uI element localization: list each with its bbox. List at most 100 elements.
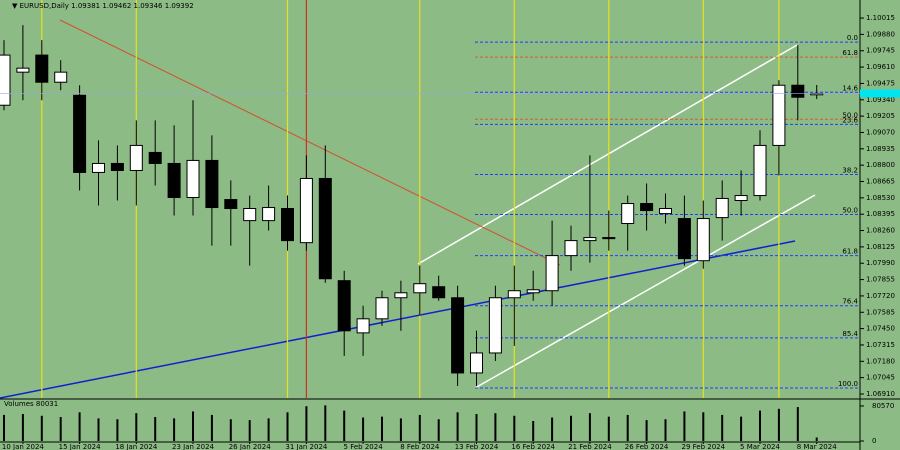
- drawing-tools: [0, 0, 816, 399]
- candle-body: [564, 240, 578, 257]
- candle-body: [224, 199, 238, 210]
- y-tick-label: 1.09880: [866, 30, 895, 38]
- x-tick-label: 21 Feb 2024: [568, 443, 612, 450]
- candle-body: [186, 159, 200, 198]
- price-tag: [860, 89, 900, 98]
- level-label: 23.6: [842, 116, 858, 124]
- candle-body: [488, 297, 502, 354]
- y-tick-label: 1.08125: [866, 243, 895, 251]
- trend-line: [0, 240, 796, 399]
- candle-body: [451, 297, 465, 374]
- candle-body: [696, 218, 710, 262]
- level-label: 61.8: [842, 49, 858, 57]
- y-tick-label: 1.09475: [866, 79, 895, 87]
- candle-body: [470, 352, 483, 374]
- candle-body: [262, 207, 276, 222]
- symbol: EURUSD,Daily: [20, 2, 69, 10]
- volume-title: Volumes 80031: [4, 400, 58, 408]
- candle-body: [16, 67, 30, 73]
- x-tick-label: 18 Jan 2024: [115, 443, 158, 450]
- last-low: 1.09346: [134, 2, 163, 10]
- y-tick-label: 1.06910: [866, 390, 895, 398]
- x-tick-label: 31 Jan 2024: [285, 443, 328, 450]
- candle-body: [734, 195, 748, 202]
- candle-body: [621, 203, 635, 225]
- candle-body: [583, 237, 597, 242]
- y-tick-label: 1.07855: [866, 276, 895, 284]
- candle-body: [110, 162, 124, 171]
- x-tick-label: 23 Jan 2024: [172, 443, 215, 450]
- candle-body: [0, 54, 11, 106]
- candle-body: [526, 289, 540, 294]
- channel-line: [474, 194, 816, 389]
- y-tick-label: 1.07180: [866, 357, 895, 365]
- level-label: 61.8: [842, 248, 858, 256]
- candle-body: [394, 292, 408, 299]
- level-label: 0.0: [847, 34, 858, 42]
- x-tick-label: 26 Feb 2024: [625, 443, 669, 450]
- candle-body: [167, 162, 181, 198]
- x-tick-label: 29 Feb 2024: [682, 443, 726, 450]
- y-tick-label: 1.08665: [866, 178, 895, 186]
- level-label: 14.6: [842, 84, 858, 92]
- candle-body: [602, 237, 616, 240]
- y-tick-label: 1.09340: [866, 96, 895, 104]
- x-tick-label: 5 Feb 2024: [344, 443, 384, 450]
- last-open: 1.09381: [71, 2, 100, 10]
- candle-body: [375, 297, 389, 320]
- last-close: 1.09392: [165, 2, 194, 10]
- candle-body: [148, 151, 162, 164]
- candle-body: [281, 208, 294, 242]
- level-label: 100.0: [838, 380, 858, 388]
- x-tick-label: 10 Jan 2024: [2, 443, 45, 450]
- level-label: 76.4: [842, 298, 858, 306]
- y-tick-label: 1.08260: [866, 227, 895, 235]
- y-tick-label: 1.07045: [866, 374, 895, 382]
- trend-line: [59, 19, 561, 266]
- y-tick-label: 1.09070: [866, 128, 895, 136]
- chart-title: ▼ EURUSD,Daily 1.09381 1.09462 1.09346 1…: [12, 2, 194, 10]
- candle-body: [129, 144, 143, 171]
- y-tick-label: 1.07990: [866, 259, 895, 267]
- y-tick-label: 1.07585: [866, 308, 895, 316]
- x-tick-label: 15 Jan 2024: [59, 443, 102, 450]
- y-tick-label: 1.08530: [866, 194, 895, 202]
- y-tick-label: 1.08935: [866, 145, 895, 153]
- candle-body: [545, 255, 559, 292]
- volume-tick-label: 0: [872, 437, 876, 445]
- x-tick-label: 13 Feb 2024: [455, 443, 499, 450]
- y-tick-label: 1.07315: [866, 341, 895, 349]
- y-tick-label: 1.10015: [866, 14, 895, 22]
- candle-body: [337, 280, 351, 332]
- level-label: 50.0: [842, 207, 858, 215]
- candle-body: [54, 71, 68, 83]
- y-tick-label: 1.08395: [866, 210, 895, 218]
- y-tick-label: 1.09205: [866, 112, 895, 120]
- channel-line: [417, 44, 798, 265]
- candle-body: [356, 318, 370, 334]
- x-tick-label: 5 Mar 2024: [740, 443, 780, 450]
- candle-body: [432, 286, 446, 299]
- candle-body: [243, 208, 257, 222]
- candle-body: [791, 84, 805, 98]
- y-tick-label: 1.09745: [866, 47, 895, 55]
- candle-body: [413, 283, 427, 294]
- y-tick-label: 1.07720: [866, 292, 895, 300]
- last-high: 1.09462: [102, 2, 131, 10]
- candle-body: [299, 177, 313, 244]
- y-tick-label: 1.07450: [866, 325, 895, 333]
- x-tick-label: 16 Feb 2024: [511, 443, 555, 450]
- candle-body: [715, 197, 729, 219]
- candle-body: [772, 84, 786, 146]
- candle-body: [35, 54, 49, 83]
- candle-body: [659, 208, 672, 215]
- level-label: 85.4: [842, 330, 858, 338]
- y-tick-label: 1.08800: [866, 161, 895, 169]
- candle-body: [92, 162, 105, 173]
- y-tick-label: 1.09610: [866, 63, 895, 71]
- x-tick-label: 8 Mar 2024: [797, 443, 837, 450]
- x-tick-label: 26 Jan 2024: [229, 443, 272, 450]
